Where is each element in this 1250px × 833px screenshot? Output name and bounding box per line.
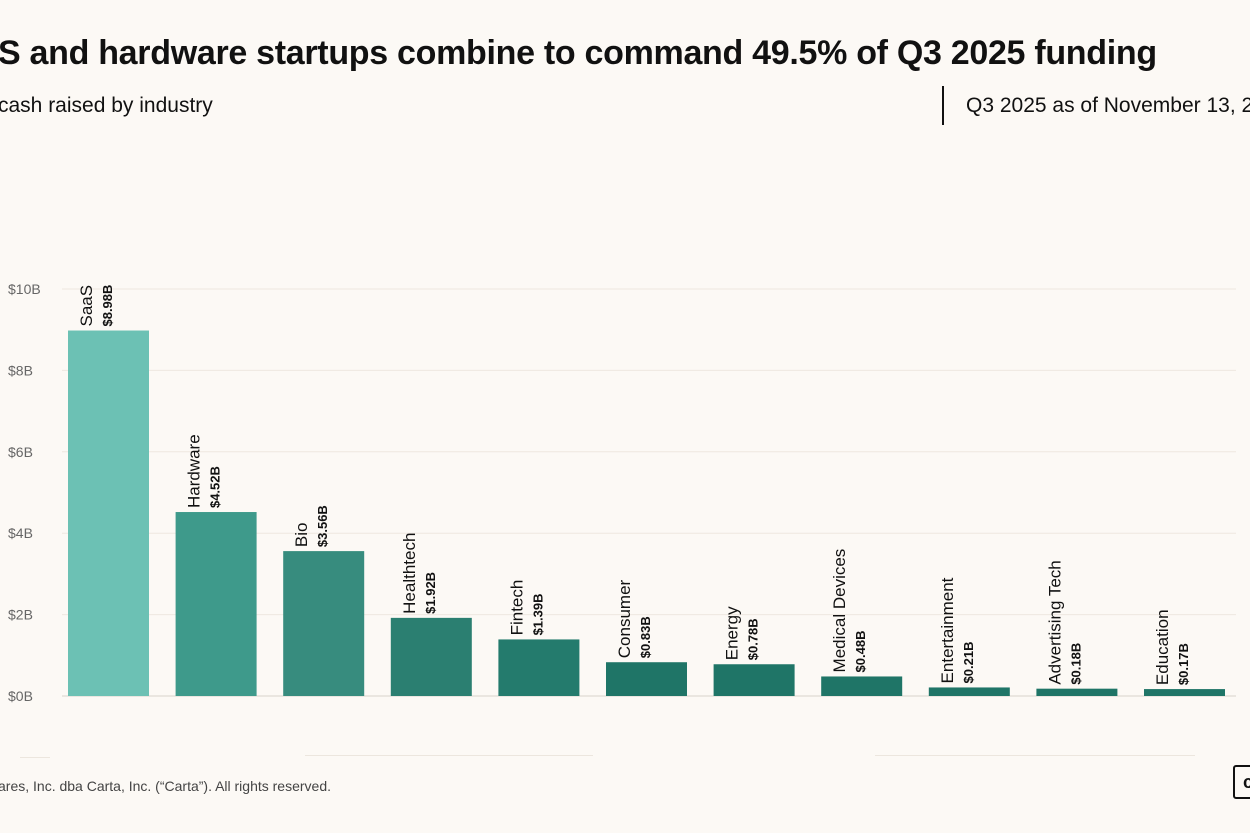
value-label: $0.83B: [638, 616, 653, 658]
category-label: Advertising Tech: [1045, 560, 1064, 684]
bar-healthtech: [390, 617, 472, 696]
bar-education: [1144, 689, 1225, 696]
footer-rule: [305, 755, 593, 756]
logo-letter: c: [1243, 772, 1250, 792]
y-tick-label: $10B: [8, 281, 41, 297]
y-tick-label: $4B: [8, 525, 33, 541]
bar-chart: SaaS $8.98B Hardware $4.52B Bio $3.56B Healtht…: [8, 281, 1236, 704]
category-label: Entertainment: [938, 577, 957, 683]
category-label: SaaS: [77, 285, 96, 327]
value-label: $0.18B: [1068, 643, 1083, 685]
value-label: $1.92B: [423, 572, 438, 614]
y-tick-label: $6B: [8, 444, 33, 460]
footer-rule: [875, 755, 1195, 756]
category-label: Consumer: [615, 579, 634, 658]
value-label: $0.21B: [961, 642, 976, 684]
category-label: Healthtech: [400, 533, 419, 614]
bar-fintech: [498, 639, 580, 696]
y-tick-label: $8B: [8, 362, 33, 378]
bar-entertainment: [928, 687, 1010, 696]
bar-hardware: [175, 512, 257, 696]
y-tick-label: $2B: [8, 607, 33, 623]
gridlines: [62, 288, 1236, 697]
chart-title: S and hardware startups combine to comma…: [0, 34, 1157, 72]
category-label: Education: [1153, 609, 1172, 685]
bar-saas: [68, 330, 149, 696]
footer-rule: [20, 757, 50, 758]
value-label: $3.56B: [315, 505, 330, 547]
value-label: $8.98B: [100, 285, 115, 327]
header-divider: [942, 86, 944, 125]
value-label: $1.39B: [530, 594, 545, 636]
bar-bio: [283, 551, 365, 696]
category-label: Fintech: [507, 580, 526, 636]
y-axis-ticks: $0B $2B $4B $6B $8B $10B: [8, 281, 41, 704]
category-label: Bio: [292, 523, 311, 548]
bar-labels: SaaS $8.98B Hardware $4.52B Bio $3.56B Healtht…: [77, 285, 1191, 685]
chart-subtitle: cash raised by industry: [0, 94, 213, 117]
category-label: Energy: [723, 606, 742, 660]
value-label: $0.48B: [853, 631, 868, 673]
value-label: $4.52B: [208, 466, 223, 508]
date-note: Q3 2025 as of November 13, 2: [966, 94, 1250, 117]
bar-advertising-tech: [1036, 688, 1118, 696]
bar-medical-devices: [821, 676, 903, 696]
y-tick-label: $0B: [8, 688, 33, 704]
copyright-notice: ares, Inc. dba Carta, Inc. (“Carta”). Al…: [0, 778, 332, 794]
category-label: Medical Devices: [830, 549, 849, 673]
carta-logo: c: [1233, 765, 1250, 799]
bars: [68, 330, 1225, 696]
bar-consumer: [606, 662, 687, 696]
value-label: $0.78B: [746, 618, 761, 660]
category-label: Hardware: [185, 434, 204, 508]
bar-energy: [713, 664, 795, 696]
value-label: $0.17B: [1176, 643, 1191, 685]
